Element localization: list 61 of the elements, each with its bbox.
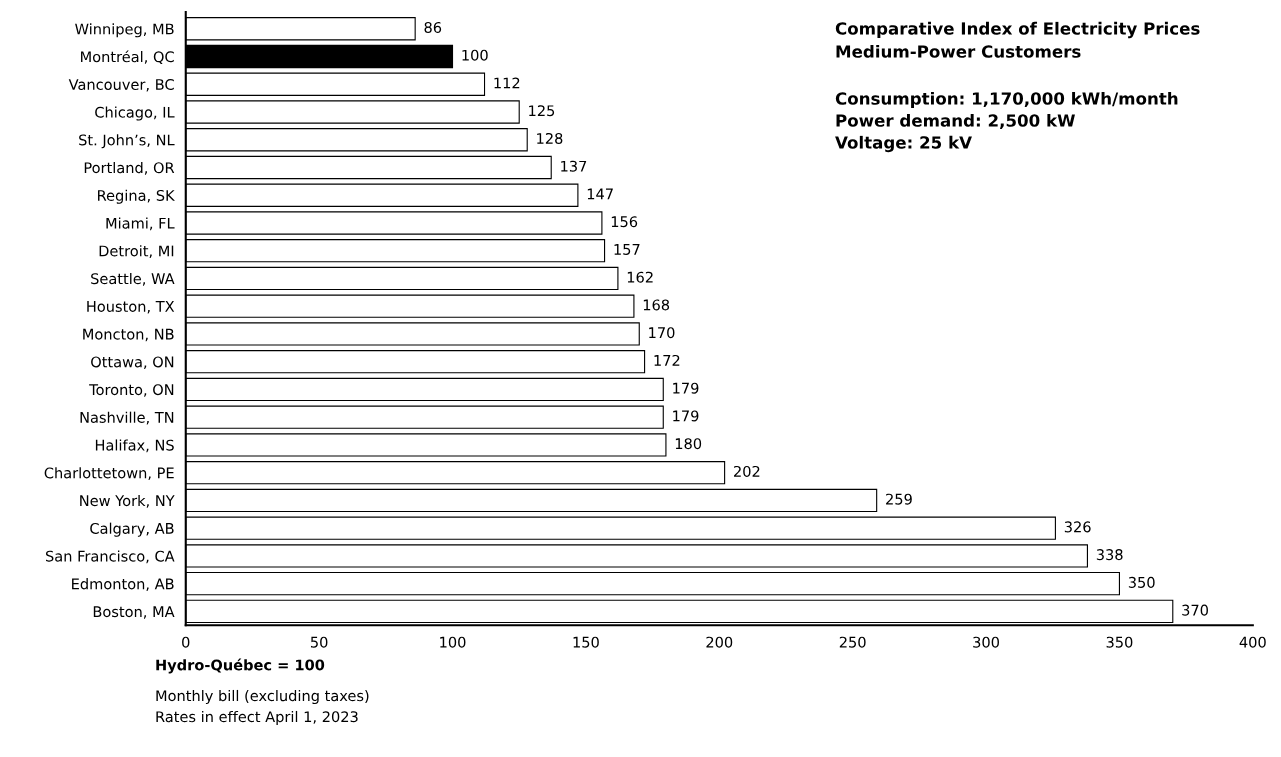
- x-tick-label: 50: [310, 636, 328, 648]
- data-label: 350: [1128, 576, 1155, 588]
- y-tick-label: Nashville, TN: [80, 411, 174, 425]
- text: Hydro-Québec = 100: [156, 658, 325, 674]
- text: Comparative Index of Electricity Prices: [835, 21, 1200, 39]
- data-label: 172: [654, 354, 680, 366]
- y-tick-label: Toronto, ON: [89, 384, 174, 397]
- y-tick-label: Detroit, MI: [99, 245, 174, 258]
- y-tick-label: Calgary, AB: [90, 522, 174, 537]
- text: Rates in effect April 1, 2023: [156, 710, 358, 726]
- x-tick-label: 200: [706, 636, 733, 648]
- y-tick-label: Chicago, IL: [95, 106, 175, 121]
- text: Monthly bill (excluding taxes): [156, 689, 369, 705]
- data-label: 326: [1064, 521, 1091, 533]
- x-tick-label: 350: [1106, 636, 1133, 648]
- data-label: 202: [734, 465, 760, 477]
- y-tick-label: St. John’s, NL: [79, 134, 175, 149]
- y-tick-label: Seattle, WA: [91, 272, 175, 286]
- y-tick-label: Houston, TX: [87, 301, 175, 314]
- y-tick-label: Ottawa, ON: [91, 356, 174, 369]
- data-label: 338: [1096, 549, 1123, 561]
- data-label: 168: [643, 299, 670, 311]
- annotation: Power demand: 2,500 kW: [836, 113, 1075, 129]
- text: Medium-Power Customers: [836, 44, 1081, 58]
- data-label: 128: [537, 132, 563, 144]
- x-tick-label: 0: [182, 636, 190, 648]
- annotation: Voltage: 25 kV: [835, 135, 972, 153]
- annotation: Consumption: 1,170,000 kWh/month: [835, 91, 1178, 109]
- y-tick-label: Vancouver, BC: [68, 78, 174, 92]
- data-label: 179: [673, 410, 699, 422]
- y-tick-label: Halifax, NS: [95, 439, 174, 453]
- y-tick-label: Charlottetown, PE: [44, 467, 174, 480]
- x-tick-label: 150: [573, 636, 599, 648]
- x-tick-label: 400: [1239, 636, 1266, 648]
- data-label: 370: [1182, 604, 1208, 616]
- data-label: 156: [611, 216, 638, 228]
- y-tick-label: Winnipeg, MB: [75, 23, 174, 38]
- y-tick-label: Portland, OR: [84, 161, 175, 175]
- x-tick-label: 100: [440, 636, 466, 648]
- y-tick-label: Miami, FL: [106, 217, 175, 231]
- y-tick-label: Moncton, NB: [83, 328, 174, 342]
- y-tick-label: Edmonton, AB: [72, 578, 174, 591]
- y-tick-label: San Francisco, CA: [45, 550, 175, 564]
- x-tick-label: 250: [839, 636, 866, 648]
- data-label: 259: [886, 493, 912, 505]
- data-label: 147: [587, 188, 613, 200]
- data-label: 179: [673, 382, 699, 394]
- data-label: 180: [675, 438, 702, 450]
- data-label: 86: [424, 21, 442, 33]
- data-label: 137: [561, 160, 587, 172]
- x-tick-label: 300: [973, 636, 999, 648]
- data-label: 170: [649, 327, 675, 339]
- y-tick-label: New York, NY: [80, 494, 175, 508]
- y-tick-label: Montréal, QC: [81, 50, 174, 64]
- data-label: 112: [494, 77, 520, 89]
- data-label: 162: [627, 271, 653, 283]
- y-tick-label: Regina, SK: [98, 189, 175, 204]
- data-label: 157: [614, 244, 640, 255]
- data-label: 100: [462, 49, 488, 61]
- y-tick-label: Boston, MA: [93, 606, 175, 619]
- data-label: 125: [529, 105, 555, 117]
